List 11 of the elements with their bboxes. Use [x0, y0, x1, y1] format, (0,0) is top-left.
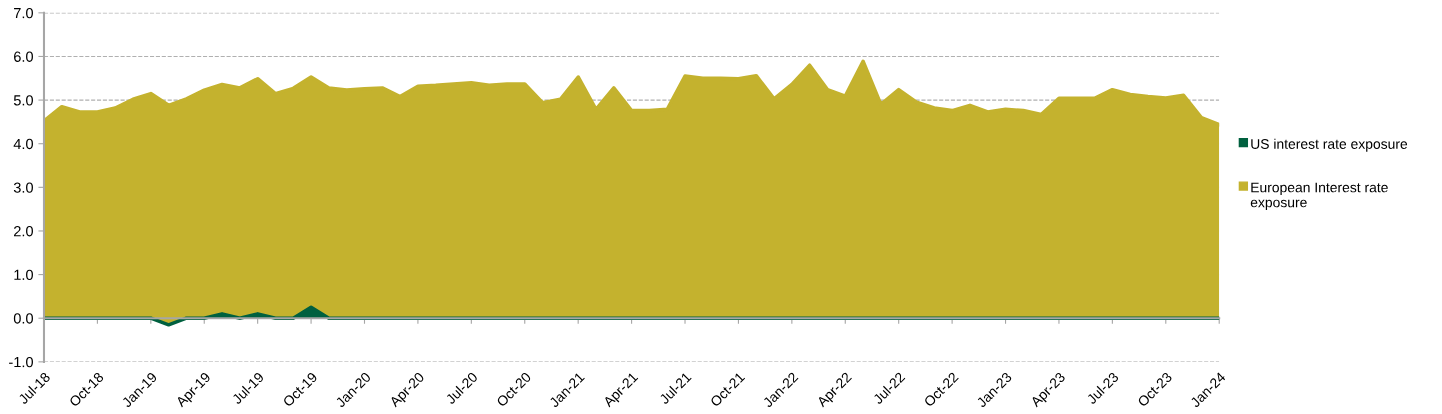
y-tick-label: 2.0	[14, 226, 33, 237]
y-tick-label: 5.0	[13, 95, 33, 106]
legend-label: European Interest rate exposure	[1250, 182, 1388, 211]
y-tick-label: 4.0	[13, 138, 33, 150]
y-tick-label: -1.0	[9, 356, 33, 368]
y-tick-label: 0.0	[13, 313, 33, 324]
y-tick-label: 1.0	[14, 269, 33, 281]
legend-label: US interest rate exposure	[1251, 138, 1408, 152]
y-tick-label: 6.0	[14, 51, 33, 62]
y-tick-label: 3.0	[13, 182, 33, 193]
y-tick-label: 7.0	[14, 7, 33, 19]
